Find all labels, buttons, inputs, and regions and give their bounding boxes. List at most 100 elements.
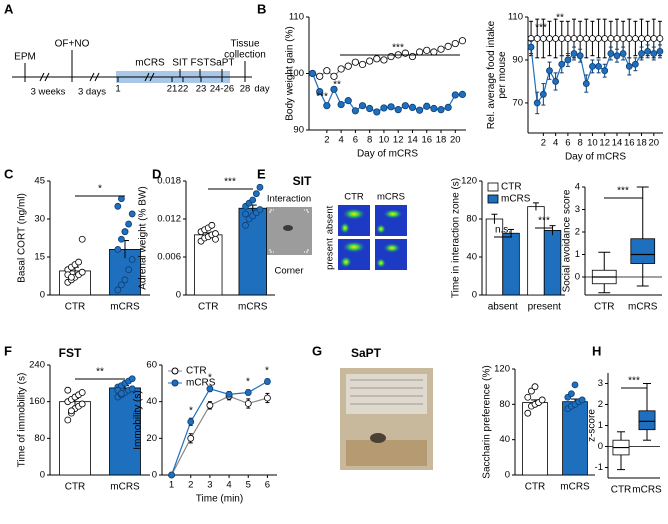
y-tick-label: 40 [466,252,477,263]
heat-spot [340,222,350,234]
break-mark [89,72,100,82]
x-axis-label: Time (min) [196,494,243,505]
data-point [118,281,125,289]
point [589,35,596,42]
y-tick-label: 20 [146,433,157,444]
y-axis-label: Body weight gain (%) [285,26,296,121]
data-point [128,256,136,263]
x-tick-label: CTR [65,482,86,493]
point [625,35,633,42]
panel-label: H [592,343,601,358]
zone-outline [269,209,309,253]
significance: *** [224,177,236,188]
point [458,90,467,99]
data-point [256,206,264,213]
data-point [524,409,532,417]
series-line [171,380,268,476]
x-tick-label: mCRS [628,302,658,313]
bar [238,207,267,296]
y-tick-label: 80 [34,433,45,444]
panel-title: SaPT [351,346,382,360]
heat-spot [376,224,386,234]
point [366,104,374,113]
point [187,418,195,426]
point [589,63,596,70]
legend-label: CTR [186,366,207,377]
point [380,56,388,64]
y-axis-label: per mouse [497,51,508,99]
cage-bars [350,379,423,405]
image-label: Corner [274,266,303,277]
point [570,35,578,42]
point [351,107,359,115]
data-point [242,221,249,229]
panel-label: A [4,1,14,16]
point [401,102,409,110]
point [558,35,566,42]
data-point [249,196,257,204]
legend-marker [171,367,179,375]
point [650,35,658,42]
x-tick-label: 1 [169,480,174,491]
y-axis-label: Social avoidance score [562,189,573,292]
heat-spot [342,208,366,220]
x-tick-label: 4 [226,480,231,491]
point [330,85,338,93]
y-tick-label: 0 [152,470,157,481]
y-axis-label: Time in interaction zone (s) [451,178,462,298]
day-label: 28 [240,84,251,95]
data-point [114,245,122,253]
point [206,401,214,409]
day-unit: day [254,84,270,95]
point [582,35,590,42]
point [244,389,252,396]
significance: ** [333,80,341,91]
y-tick-label: 0 [176,290,181,301]
x-tick-label: 18 [436,135,447,146]
point [564,56,572,64]
point [656,47,664,55]
point [444,42,452,50]
y-tick-label: 0 [505,470,510,481]
x-tick-label: absent [488,302,518,313]
x-axis-label: Day of mCRS [357,149,418,160]
bar [502,232,520,296]
event-label: collection [224,50,266,61]
data-point [528,387,535,395]
x-tick-label: 12 [599,138,610,149]
point [323,102,331,110]
data-point [114,202,122,210]
y-tick-label: 160 [29,396,45,407]
point [539,35,547,42]
x-tick-label: 2 [324,135,329,146]
legend-label: mCRS [501,194,531,205]
point [264,394,271,402]
point [430,104,438,113]
point [423,102,431,110]
x-tick-label: mCRS [238,302,268,313]
heat-spot [340,256,352,268]
point [546,67,553,75]
y-tick-label: 0 [40,470,45,481]
y-axis-label: Saccharin preference (%) [482,365,493,478]
x-tick-label: CTR [198,302,219,313]
x-tick-label: 18 [636,138,647,149]
point [423,46,431,54]
data-point [78,268,86,276]
point [358,102,367,110]
point [595,35,602,42]
significance: *** [617,186,629,197]
data-point [212,230,219,237]
point [458,37,467,45]
y-tick-label: 0.006 [157,252,181,263]
data-point [571,381,579,389]
data-point [128,210,136,218]
point [546,35,553,42]
panel-label: B [257,1,266,16]
y-tick-label: 1 [575,249,580,260]
data-point [68,273,75,281]
heat-spot [383,243,401,253]
significance: * [189,406,193,417]
point [437,45,445,53]
y-tick-label: 80 [466,214,477,225]
